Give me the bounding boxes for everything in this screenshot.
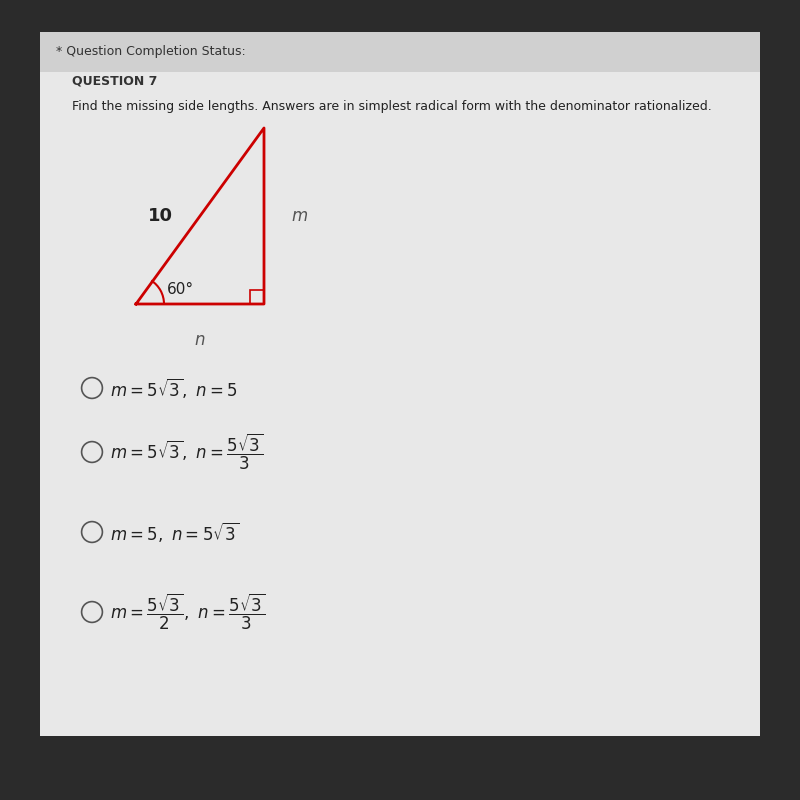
Text: $m = 5\sqrt{3},\ n = \dfrac{5\sqrt{3}}{3}$: $m = 5\sqrt{3},\ n = \dfrac{5\sqrt{3}}{3… bbox=[110, 432, 264, 472]
Text: m: m bbox=[292, 207, 308, 225]
Text: $m = \dfrac{5\sqrt{3}}{2},\ n = \dfrac{5\sqrt{3}}{3}$: $m = \dfrac{5\sqrt{3}}{2},\ n = \dfrac{5… bbox=[110, 592, 266, 632]
Text: QUESTION 7: QUESTION 7 bbox=[72, 74, 158, 87]
Text: * Question Completion Status:: * Question Completion Status: bbox=[56, 46, 246, 58]
FancyBboxPatch shape bbox=[40, 32, 760, 736]
Text: n: n bbox=[194, 331, 206, 349]
Text: 60°: 60° bbox=[166, 282, 194, 297]
Text: $m = 5\sqrt{3},\ n = 5$: $m = 5\sqrt{3},\ n = 5$ bbox=[110, 376, 238, 400]
Text: $m = 5,\ n = 5\sqrt{3}$: $m = 5,\ n = 5\sqrt{3}$ bbox=[110, 520, 239, 544]
Bar bbox=[250, 290, 264, 304]
Bar bbox=[40, 32, 760, 72]
Text: 10: 10 bbox=[147, 207, 173, 225]
Text: Find the missing side lengths. Answers are in simplest radical form with the den: Find the missing side lengths. Answers a… bbox=[72, 100, 712, 114]
